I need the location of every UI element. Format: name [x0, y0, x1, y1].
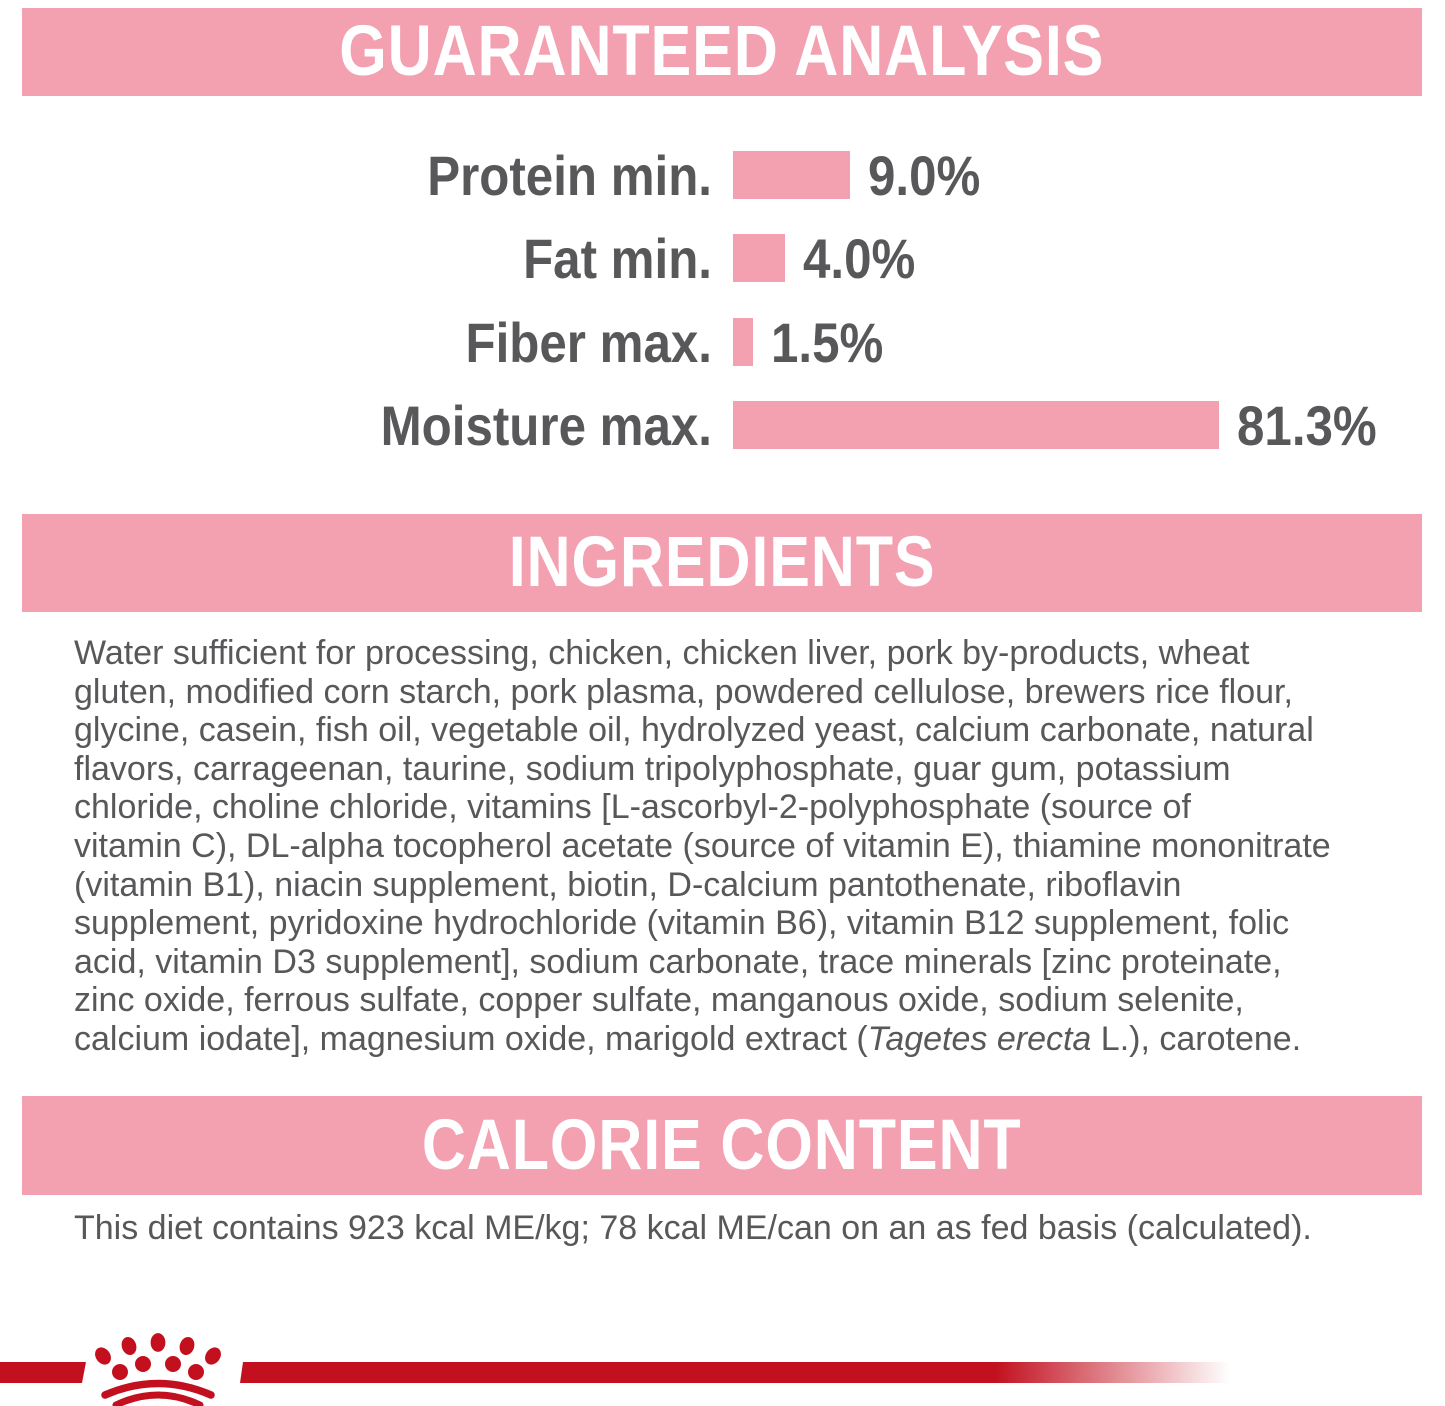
chart-row-fiber: Fiber max. 1.5%: [0, 311, 1445, 374]
ingredients-line: chloride, choline chloride, vitamins [L-…: [74, 788, 1191, 827]
chart-bar-protein: [733, 151, 850, 199]
chart-bar-moisture: [733, 401, 1219, 449]
chart-row-moisture: Moisture max. 81.3%: [0, 394, 1445, 457]
ingredients-line: zinc oxide, ferrous sulfate, copper sulf…: [74, 981, 1244, 1020]
chart-label-protein: Protein min.: [427, 143, 712, 207]
ingredients-lines: Water sufficient for processing, chicken…: [74, 634, 1415, 1020]
chart-value-protein: 9.0%: [868, 143, 981, 207]
ingredients-line: flavors, carrageenan, taurine, sodium tr…: [74, 749, 1231, 788]
guaranteed-analysis-banner: GUARANTEED ANALYSIS: [22, 8, 1422, 96]
ingredients-last-line-after: L.), carotene.: [1091, 1019, 1302, 1058]
footer-stripe-right: [240, 1362, 1445, 1383]
chart-label-moisture: Moisture max.: [380, 393, 712, 457]
ingredients-line: (vitamin B1), niacin supplement, biotin,…: [74, 865, 1182, 904]
ingredients-text: Water sufficient for processing, chicken…: [74, 634, 1415, 1059]
calorie-content-text: This diet contains 923 kcal ME/kg; 78 kc…: [74, 1209, 1312, 1247]
ingredients-banner: INGREDIENTS: [22, 514, 1422, 612]
chart-bar-fat: [733, 234, 785, 282]
ingredients-latin-name: Tagetes erecta: [867, 1019, 1092, 1058]
chart-row-protein: Protein min. 9.0%: [0, 144, 1445, 207]
ingredients-heading: INGREDIENTS: [508, 523, 936, 602]
chart-label-fiber: Fiber max.: [465, 310, 712, 374]
ingredients-line: acid, vitamin D3 supplement], sodium car…: [74, 942, 1282, 981]
ingredients-line: glycine, casein, fish oil, vegetable oil…: [74, 711, 1314, 750]
chart-label-fat: Fat min.: [523, 226, 712, 290]
chart-value-moisture: 81.3%: [1237, 393, 1377, 457]
chart-value-fiber: 1.5%: [771, 310, 884, 374]
guaranteed-analysis-heading: GUARANTEED ANALYSIS: [339, 12, 1105, 91]
ingredients-last-line-before: calcium iodate], magnesium oxide, marigo…: [74, 1019, 868, 1058]
ingredients-line: gluten, modified corn starch, pork plasm…: [74, 672, 1293, 711]
ingredients-line: calcium iodate], magnesium oxide, marigo…: [74, 1020, 1415, 1059]
ingredients-line: supplement, pyridoxine hydrochloride (vi…: [74, 904, 1290, 943]
calorie-content-banner: CALORIE CONTENT: [22, 1096, 1422, 1195]
chart-bar-fiber: [733, 318, 753, 366]
chart-value-fat: 4.0%: [803, 226, 916, 290]
ingredients-line: Water sufficient for processing, chicken…: [74, 634, 1250, 672]
ingredients-line: vitamin C), DL-alpha tocopherol acetate …: [74, 826, 1331, 865]
royal-canin-crown-icon: [95, 1333, 221, 1406]
chart-row-fat: Fat min. 4.0%: [0, 227, 1445, 290]
calorie-content-heading: CALORIE CONTENT: [422, 1106, 1022, 1185]
footer-stripe-left: [0, 1362, 86, 1383]
